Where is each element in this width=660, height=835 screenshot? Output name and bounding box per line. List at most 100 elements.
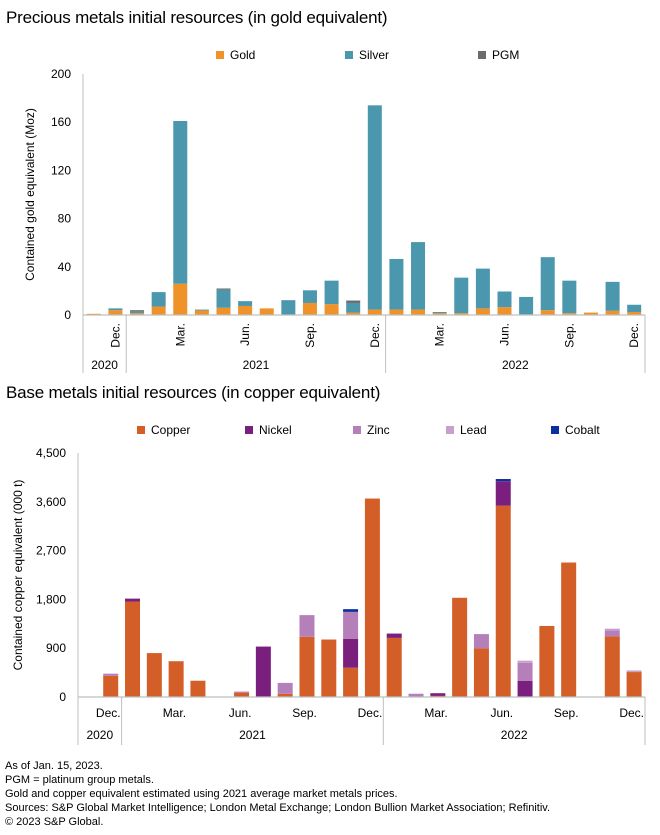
- bar-gold-23: [583, 312, 598, 315]
- footnote-method: Gold and copper equivalent estimated usi…: [5, 788, 398, 800]
- bar-zinc-1: [103, 673, 119, 676]
- bar-copper-2: [125, 601, 141, 697]
- bar-nickel-8: [255, 646, 271, 697]
- bar-cobalt-19: [495, 479, 511, 482]
- bar-gold-24: [605, 310, 620, 315]
- x-tick-label: Dec.: [96, 706, 121, 720]
- y-tick-label: 0: [59, 690, 66, 704]
- legend-item-silver: Silver: [345, 48, 389, 62]
- chart1-title: Precious metals initial resources (in go…: [6, 8, 388, 27]
- bar-copper-13: [364, 498, 380, 697]
- x-tick-label: Dec.: [108, 323, 122, 348]
- bar-silver-5: [194, 309, 209, 311]
- bar-gold-11: [324, 304, 339, 315]
- year-label-2021: 2021: [243, 358, 270, 372]
- y-tick-label: 80: [58, 212, 72, 226]
- y-tick-label: 1,800: [36, 592, 66, 606]
- bar-gold-2: [130, 313, 145, 315]
- footnote-sources: Sources: S&P Global Market Intelligence;…: [5, 802, 551, 814]
- bar-gold-15: [411, 309, 426, 315]
- bar-gold-13: [367, 309, 382, 315]
- footnotes: As of Jan. 15, 2023. PGM = platinum grou…: [5, 759, 550, 829]
- footnote-date: As of Jan. 15, 2023.: [5, 760, 103, 772]
- bar-silver-12: [346, 302, 361, 313]
- legend-swatch-zinc: [353, 426, 361, 434]
- bar-silver-11: [324, 280, 339, 305]
- y-tick-label: 4,500: [36, 446, 66, 460]
- bar-silver-7: [238, 301, 253, 306]
- bar-copper-3: [146, 653, 162, 697]
- year-label-2020: 2020: [91, 358, 118, 372]
- bar-copper-5: [190, 680, 206, 697]
- y-axis-title: Contained copper equivalent (000 t): [11, 480, 25, 671]
- legend-swatch-nickel: [245, 426, 253, 434]
- bar-copper-19: [495, 505, 511, 697]
- bar-silver-1: [108, 308, 123, 311]
- bar-nickel-19: [495, 481, 511, 506]
- legend-label: Cobalt: [565, 423, 600, 437]
- bar-silver-20: [519, 296, 534, 315]
- legend-label: PGM: [492, 48, 520, 62]
- chart2-title: Base metals initial resources (in copper…: [6, 383, 381, 402]
- bar-copper-22: [561, 562, 577, 697]
- bar-nickel-20: [517, 680, 533, 697]
- bar-nickel-14: [386, 633, 402, 638]
- bar-copper-4: [168, 661, 184, 697]
- bar-gold-8: [259, 308, 274, 315]
- bar-copper-14: [386, 637, 402, 697]
- y-tick-label: 3,600: [36, 495, 66, 509]
- x-tick-label: Mar.: [173, 323, 187, 346]
- x-tick-label: Dec.: [627, 323, 641, 348]
- bar-copper-1: [103, 675, 119, 697]
- year-label-2020: 2020: [86, 728, 113, 742]
- legend-item-gold: Gold: [216, 48, 255, 62]
- legend-item-zinc: Zinc: [353, 423, 390, 437]
- bar-gold-18: [475, 308, 490, 315]
- x-tick-label: Dec.: [368, 323, 382, 348]
- bar-zinc-15: [408, 693, 424, 697]
- bar-nickel-2: [125, 598, 141, 602]
- x-tick-label: Jun.: [498, 323, 512, 346]
- bar-nickel-16: [430, 693, 446, 696]
- bar-gold-1: [108, 310, 123, 315]
- bar-zinc-18: [473, 634, 489, 649]
- x-tick-label: Dec.: [619, 706, 644, 720]
- bar-zinc-24: [604, 630, 620, 637]
- bar-zinc-12: [343, 611, 359, 639]
- bar-copper-7: [234, 692, 250, 697]
- x-tick-label: Sep.: [562, 323, 576, 348]
- bar-gold-6: [216, 307, 231, 315]
- x-tick-label: Mar.: [424, 706, 447, 720]
- year-label-2022: 2022: [501, 728, 528, 742]
- bar-silver-9: [281, 300, 296, 315]
- bar-silver-19: [497, 291, 512, 308]
- legend-item-copper: Copper: [137, 423, 190, 437]
- legend-swatch-silver: [345, 51, 353, 59]
- bar-copper-17: [452, 597, 468, 697]
- legend-item-pgm: PGM: [478, 48, 519, 62]
- bar-silver-14: [389, 258, 404, 310]
- x-tick-label: Sep.: [292, 706, 317, 720]
- bar-copper-24: [604, 636, 620, 697]
- bar-gold-0: [86, 313, 101, 315]
- bar-silver-4: [173, 120, 188, 284]
- y-axis-title: Contained gold equivalent (Moz): [23, 108, 37, 281]
- bar-gold-10: [302, 302, 317, 315]
- bar-silver-15: [411, 242, 426, 310]
- bar-gold-4: [173, 283, 188, 315]
- year-label-2021: 2021: [239, 728, 266, 742]
- bar-silver-17: [454, 277, 469, 314]
- bar-silver-18: [475, 268, 490, 309]
- bar-silver-3: [151, 292, 166, 307]
- x-tick-label: Jun.: [229, 706, 252, 720]
- legend-swatch-gold: [216, 51, 224, 59]
- legend-swatch-lead: [446, 426, 454, 434]
- y-tick-label: 40: [58, 260, 72, 274]
- bar-copper-9: [277, 693, 293, 697]
- x-tick-label: Mar.: [163, 706, 186, 720]
- bar-pgm-6: [216, 288, 231, 290]
- y-tick-label: 0: [64, 308, 71, 322]
- footnote-pgm: PGM = platinum group metals.: [5, 774, 154, 786]
- bar-gold-17: [454, 313, 469, 315]
- bar-gold-21: [540, 310, 555, 315]
